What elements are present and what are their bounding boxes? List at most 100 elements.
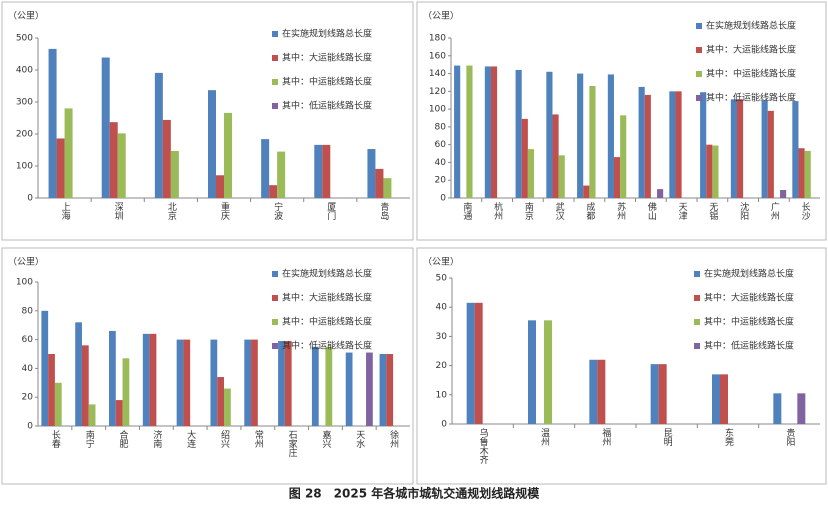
y-tick-label: 20 — [22, 393, 34, 403]
x-tick-label: 无锡 — [707, 202, 718, 221]
x-tick-label: 常州 — [253, 429, 264, 448]
bar — [325, 346, 333, 426]
y-tick-label: 40 — [436, 303, 448, 313]
panel-border — [416, 247, 827, 485]
y-tick-label: 200 — [16, 130, 33, 140]
bar — [804, 150, 811, 198]
bar — [658, 364, 667, 424]
y-tick-label: 300 — [16, 98, 33, 108]
bar — [109, 122, 118, 198]
bar — [122, 358, 130, 426]
bar — [176, 339, 184, 426]
bar — [767, 110, 774, 198]
bar — [736, 99, 744, 198]
x-tick-label: 福州 — [600, 427, 611, 446]
y-tick-label: 180 — [429, 34, 446, 44]
legend-label: 其中：中运能线路长度 — [706, 68, 796, 80]
legend-label: 其中：低运能线路长度 — [282, 340, 372, 352]
y-tick-label: 100 — [429, 105, 446, 115]
bar — [142, 333, 150, 426]
bar — [322, 144, 331, 198]
bar — [81, 345, 89, 426]
y-axis-unit: （公里） — [423, 11, 459, 22]
bar — [367, 149, 376, 198]
legend-swatch — [272, 271, 278, 277]
legend-swatch — [696, 23, 702, 29]
x-tick-label: 贵阳 — [784, 427, 795, 446]
bar — [720, 374, 728, 424]
y-tick-label: 60 — [22, 335, 34, 345]
y-tick-label: 100 — [16, 162, 33, 172]
bar — [577, 73, 584, 198]
bar — [528, 320, 536, 424]
bar — [345, 352, 353, 426]
bar — [792, 101, 799, 198]
x-tick-label: 南京 — [523, 201, 534, 221]
bar — [638, 86, 645, 198]
bar — [798, 148, 805, 198]
panel-border — [1, 1, 414, 241]
legend-swatch — [694, 319, 700, 325]
x-tick-label: 沈阳 — [738, 201, 749, 220]
legend-label: 在实施规划线路总长度 — [282, 28, 372, 40]
x-tick-label: 合肥 — [118, 429, 129, 449]
legend-label: 其中：大运能线路长度 — [282, 52, 372, 64]
x-tick-label: 长沙 — [800, 201, 811, 220]
bar — [56, 138, 65, 198]
bar — [64, 108, 73, 198]
y-tick-label: 100 — [16, 278, 33, 288]
bar — [383, 178, 392, 198]
bar — [546, 71, 553, 198]
legend-swatch — [272, 31, 278, 37]
y-tick-label: 160 — [429, 51, 446, 61]
x-tick-label: 深圳 — [113, 202, 124, 220]
legend-label: 在实施规划线路总长度 — [282, 268, 372, 280]
bar — [797, 393, 806, 424]
bar — [650, 364, 659, 424]
panel-border — [416, 1, 827, 241]
legend-label: 其中：大运能线路长度 — [706, 44, 796, 56]
x-tick-label: 南通 — [461, 201, 472, 221]
y-tick-label: 30 — [436, 332, 448, 342]
bar — [712, 145, 719, 198]
bar — [474, 302, 483, 424]
y-axis-unit: （公里） — [8, 257, 44, 268]
x-tick-label: 徐州 — [388, 429, 399, 448]
y-tick-label: 20 — [435, 176, 447, 186]
y-tick-label: 20 — [436, 361, 448, 371]
legend-label: 其中：低运能线路长度 — [704, 340, 794, 352]
legend-label: 在实施规划线路总长度 — [706, 20, 796, 32]
bar — [278, 341, 285, 426]
y-tick-label: 500 — [16, 34, 33, 44]
x-tick-label: 佛山 — [646, 201, 657, 220]
y-tick-label: 40 — [22, 364, 34, 374]
bar — [54, 382, 62, 426]
x-tick-label: 南宁 — [84, 429, 95, 448]
bar — [261, 139, 270, 198]
legend-swatch — [272, 319, 278, 325]
legend-swatch — [272, 295, 278, 301]
bar — [109, 330, 116, 426]
bar — [284, 341, 292, 426]
bar — [558, 155, 565, 198]
x-tick-label: 石家庄 — [287, 430, 298, 458]
bar — [208, 90, 216, 198]
panel-border — [1, 247, 414, 485]
y-tick-label: 0 — [27, 422, 33, 432]
bar — [217, 377, 224, 426]
y-tick-label: 0 — [440, 194, 446, 204]
x-tick-label: 青岛 — [378, 201, 389, 221]
bar — [515, 70, 522, 198]
legend-label: 在实施规划线路总长度 — [704, 268, 794, 280]
bar — [597, 359, 606, 424]
legend-swatch — [696, 95, 702, 101]
bar — [183, 339, 191, 426]
legend-swatch — [694, 271, 700, 277]
x-tick-label: 广州 — [769, 201, 780, 220]
bar — [620, 115, 627, 198]
y-tick-label: 0 — [441, 420, 447, 430]
bar — [88, 404, 96, 426]
legend-label: 其中：低运能线路长度 — [282, 100, 372, 112]
bar — [170, 150, 179, 198]
